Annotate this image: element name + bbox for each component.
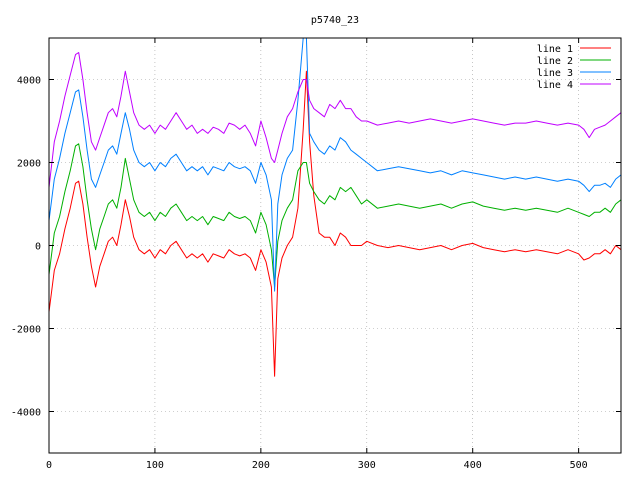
y-tick-label: 0: [35, 242, 41, 253]
y-tick-label: -2000: [11, 325, 41, 336]
x-axis-ticks: 0 100 200 300 400 500: [46, 38, 588, 471]
chart-title: p5740_23: [311, 15, 359, 26]
series-lines: [49, 38, 621, 377]
legend-item-2: line 2: [537, 56, 611, 67]
series-line-4: [49, 52, 621, 188]
legend-label: line 4: [537, 80, 573, 91]
x-tick-label: 200: [252, 460, 270, 471]
series-line-1: [49, 70, 621, 377]
legend-label: line 2: [537, 56, 573, 67]
grid: [49, 38, 621, 453]
legend-label: line 1: [537, 44, 573, 55]
series-line-3: [49, 38, 621, 292]
legend-item-4: line 4: [537, 80, 611, 91]
x-tick-label: 300: [358, 460, 376, 471]
x-tick-label: 400: [464, 460, 482, 471]
y-axis-ticks: -4000 -2000 0 2000 4000: [11, 76, 621, 419]
x-tick-label: 500: [570, 460, 588, 471]
y-tick-label: 4000: [17, 76, 41, 87]
legend-item-1: line 1: [537, 44, 611, 55]
legend-item-3: line 3: [537, 68, 611, 79]
x-tick-label: 100: [146, 460, 164, 471]
series-line-2: [49, 143, 621, 288]
legend-label: line 3: [537, 68, 573, 79]
y-tick-label: 2000: [17, 159, 41, 170]
y-tick-label: -4000: [11, 408, 41, 419]
x-tick-label: 0: [46, 460, 52, 471]
